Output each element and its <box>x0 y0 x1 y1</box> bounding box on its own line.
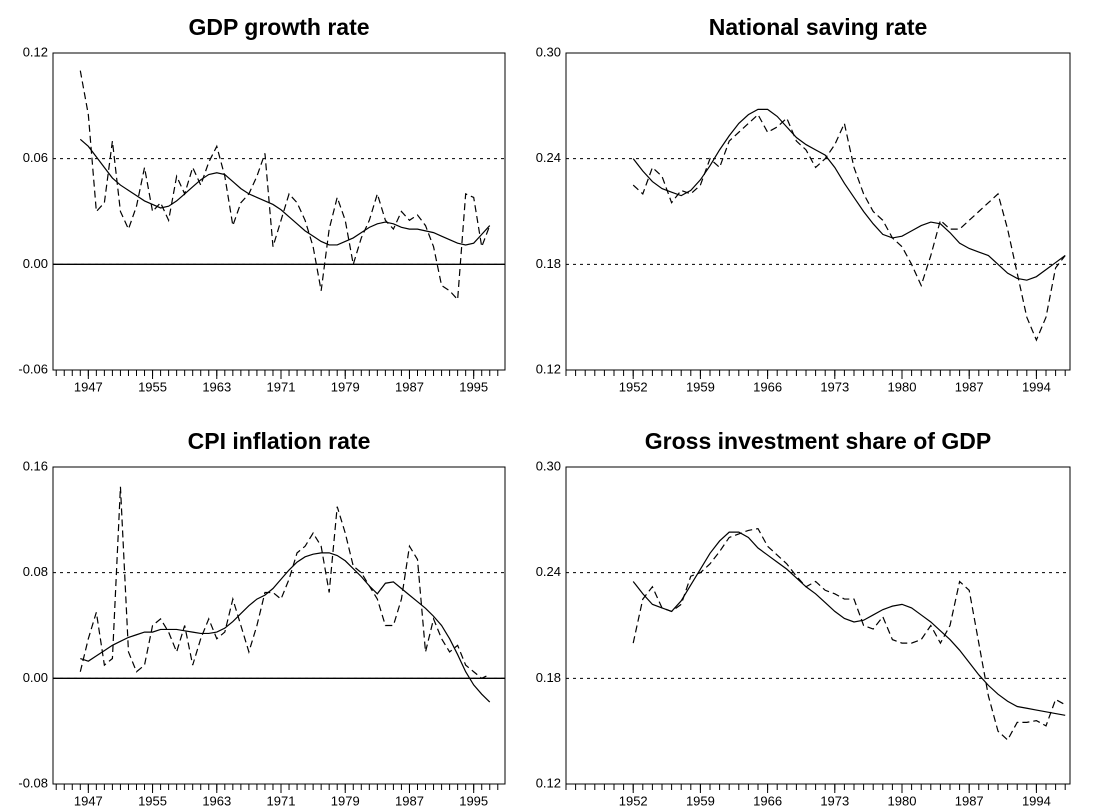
series-line <box>80 552 491 703</box>
y-tick-label: 0.18 <box>536 256 561 271</box>
x-tick-label: 1955 <box>138 793 167 808</box>
x-tick-label: 1959 <box>686 793 715 808</box>
x-tick-label: 1987 <box>955 379 984 394</box>
x-tick-label: 1980 <box>888 793 917 808</box>
x-tick-label: 1995 <box>459 793 488 808</box>
y-tick-label: 0.08 <box>23 564 48 579</box>
x-tick-label: 1966 <box>753 379 782 394</box>
y-tick-label: 0.16 <box>23 458 48 473</box>
y-tick-label: 0.18 <box>536 670 561 685</box>
x-tick-label: 1987 <box>395 379 424 394</box>
series-line <box>79 70 491 301</box>
series-line <box>79 486 491 680</box>
series-line <box>632 531 1066 716</box>
x-tick-label: 1955 <box>138 379 167 394</box>
plot-frame <box>52 466 506 785</box>
x-tick-label: 1980 <box>888 379 917 394</box>
plot-frame <box>565 52 1071 371</box>
x-tick-label: 1979 <box>331 793 360 808</box>
y-tick-label: 0.00 <box>23 256 48 271</box>
x-tick-label: 1994 <box>1022 793 1051 808</box>
x-tick-label: 1973 <box>820 379 849 394</box>
x-tick-label: 1966 <box>753 793 782 808</box>
x-tick-label: 1971 <box>267 793 296 808</box>
chart-title: National saving rate <box>709 14 928 40</box>
x-tick-label: 1971 <box>267 379 296 394</box>
series-line <box>632 113 1066 342</box>
x-tick-label: 1987 <box>955 793 984 808</box>
y-tick-label: 0.12 <box>536 775 561 790</box>
series-line <box>632 108 1066 281</box>
y-tick-label: 0.06 <box>23 150 48 165</box>
x-tick-label: 1947 <box>74 379 103 394</box>
x-tick-label: 1952 <box>619 793 648 808</box>
y-tick-label: -0.08 <box>18 775 48 790</box>
series-line <box>632 527 1066 741</box>
x-tick-label: 1947 <box>74 793 103 808</box>
y-tick-label: 0.30 <box>536 44 561 59</box>
x-tick-label: 1959 <box>686 379 715 394</box>
x-tick-label: 1963 <box>202 379 231 394</box>
x-tick-label: 1952 <box>619 379 648 394</box>
y-tick-label: 0.24 <box>536 564 561 579</box>
y-tick-label: 0.12 <box>23 44 48 59</box>
chart-title: GDP growth rate <box>188 14 369 40</box>
chart-title: Gross investment share of GDP <box>645 428 991 454</box>
y-tick-label: 0.12 <box>536 361 561 376</box>
x-tick-label: 1979 <box>331 379 360 394</box>
x-tick-label: 1963 <box>202 793 231 808</box>
y-tick-label: 0.24 <box>536 150 561 165</box>
y-tick-label: -0.06 <box>18 361 48 376</box>
plot-frame <box>565 466 1071 785</box>
y-tick-label: 0.00 <box>23 670 48 685</box>
x-tick-label: 1973 <box>820 793 849 808</box>
chart-title: CPI inflation rate <box>188 428 371 454</box>
x-tick-label: 1994 <box>1022 379 1051 394</box>
plot-frame <box>52 52 506 371</box>
x-tick-label: 1995 <box>459 379 488 394</box>
y-tick-label: 0.30 <box>536 458 561 473</box>
series-line <box>79 138 491 246</box>
x-tick-label: 1987 <box>395 793 424 808</box>
